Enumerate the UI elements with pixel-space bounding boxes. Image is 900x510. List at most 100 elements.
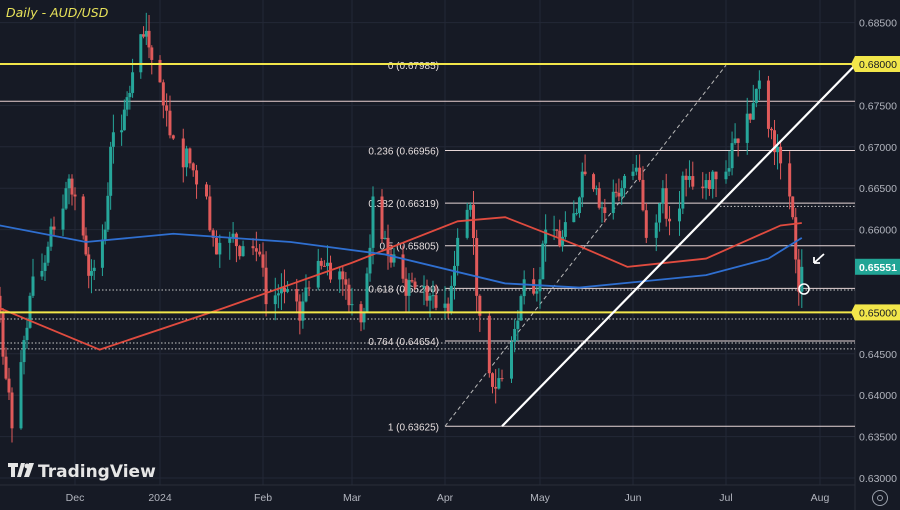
candle-body [446, 303, 450, 313]
candle-body [158, 59, 162, 83]
price-axis-label: 0.66500 [859, 183, 897, 195]
trendline[interactable] [501, 64, 856, 428]
candle-body [341, 271, 345, 280]
time-axis-label: 2024 [148, 492, 172, 504]
candle-body [603, 207, 607, 214]
time-axis-label: May [530, 492, 551, 504]
candle-body [188, 148, 192, 164]
candle-body [238, 246, 242, 257]
candle-body [22, 340, 26, 363]
candle-body [231, 233, 235, 238]
candle-body [519, 296, 523, 321]
candle-body [572, 213, 576, 223]
candle-body [208, 196, 212, 231]
candle-body [49, 226, 53, 247]
candle-body [623, 175, 627, 189]
price-axis-label: 0.67000 [859, 142, 897, 154]
circle-annotation[interactable] [798, 283, 810, 295]
candle-body [368, 247, 372, 274]
candle-body [279, 287, 283, 294]
candle-body [81, 196, 85, 236]
candle-body [386, 237, 390, 255]
candle-body [510, 341, 513, 379]
fib-level-label: 1 (0.63625) [388, 422, 439, 433]
candle-body [181, 138, 185, 168]
candle-body [664, 188, 668, 219]
candle-body [522, 279, 526, 297]
candle-body [350, 304, 354, 306]
candle-body [491, 373, 494, 387]
arrow-annotation-icon[interactable] [813, 253, 825, 264]
candle-body [561, 236, 565, 247]
fib-level-label: 0.5 (0.65805) [380, 242, 440, 253]
candle-body [611, 191, 615, 214]
candle-body [541, 243, 545, 280]
price-label-background [855, 56, 900, 72]
candle-body [563, 222, 567, 237]
candle-body [425, 286, 429, 301]
candle-body [583, 171, 587, 175]
candle-body [191, 163, 195, 171]
candle-body [322, 265, 326, 267]
candle-body [711, 171, 715, 189]
candle-body [475, 238, 479, 296]
candle-body [456, 237, 460, 266]
candle-body [748, 113, 752, 120]
candle-body [745, 113, 749, 143]
candle-body [736, 138, 740, 143]
candle-body [144, 30, 148, 37]
settings-gear-icon[interactable] [872, 490, 888, 506]
candle-body [40, 270, 44, 277]
candle-body [687, 176, 691, 180]
candle-body [592, 174, 596, 190]
candle-body [555, 229, 559, 231]
candle-body [766, 80, 770, 129]
time-axis-label: Dec [66, 492, 85, 504]
candle-body [4, 356, 8, 379]
candle-body [776, 146, 780, 153]
candle-body [791, 196, 795, 218]
candle-body [301, 301, 305, 321]
candle-body [800, 266, 804, 292]
price-axis-label: 0.65551 [859, 262, 897, 274]
candle-body [195, 170, 199, 185]
candle-body [407, 280, 411, 296]
candle-body [25, 327, 29, 341]
candle-body [92, 267, 96, 271]
time-axis-label: Aug [811, 492, 830, 504]
candle-body [594, 188, 598, 190]
candle-body [389, 254, 393, 263]
candle-body [218, 242, 222, 255]
candle-body [487, 315, 491, 374]
fib-trend-line[interactable] [444, 64, 727, 427]
candle-body [73, 194, 77, 197]
tradingview-logo: TradingView [8, 462, 156, 482]
candle-body [61, 208, 65, 230]
candle-body [380, 196, 384, 239]
candle-body [338, 271, 342, 280]
fib-level-label: 0.382 (0.66319) [368, 199, 439, 210]
candle-body [797, 259, 801, 292]
candle-body [147, 30, 151, 48]
price-label-background [855, 258, 900, 275]
candle-body [707, 180, 711, 189]
candle-body [681, 175, 685, 209]
candle-body [319, 260, 323, 266]
candle-body [120, 130, 124, 133]
candle-body [211, 230, 215, 238]
candle-body [714, 171, 718, 180]
time-axis-label: Mar [343, 492, 362, 504]
candle-body [465, 209, 469, 238]
candle-body [87, 254, 91, 276]
candle-body [10, 392, 14, 429]
candle-body [631, 171, 635, 176]
candle-body [704, 180, 708, 189]
candle-body [258, 251, 262, 255]
candle-body [228, 237, 232, 243]
candle-body [0, 295, 2, 313]
candle-body [276, 293, 280, 296]
candle-body [641, 179, 645, 211]
candle-body [516, 320, 520, 329]
